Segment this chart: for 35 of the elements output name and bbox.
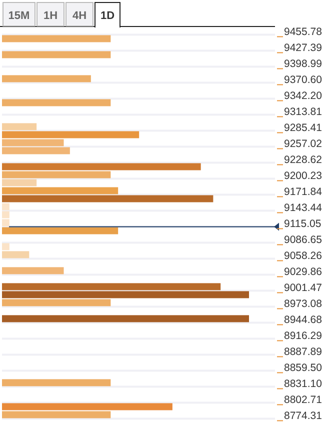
y-tick-label: 9058.26 bbox=[284, 250, 322, 262]
y-tick-label: 9086.65 bbox=[284, 234, 322, 246]
y-tick-label: 8774.31 bbox=[284, 410, 322, 422]
y-tick-label: 8973.08 bbox=[284, 298, 322, 310]
text: 15M bbox=[8, 10, 30, 22]
y-tick-label: 9370.60 bbox=[284, 74, 322, 86]
bar bbox=[2, 243, 10, 250]
y-tick-label: 9342.20 bbox=[284, 90, 322, 102]
y-tick-label: 9171.84 bbox=[284, 186, 322, 198]
y-tick-label: 9285.41 bbox=[284, 122, 322, 134]
text: 4H bbox=[72, 10, 87, 22]
y-tick-label: 9143.44 bbox=[284, 202, 322, 214]
bar bbox=[2, 179, 37, 186]
y-tick-label: 9115.05 bbox=[284, 218, 322, 230]
y-tick-label: 9427.39 bbox=[284, 42, 322, 54]
y-tick-label: 8859.50 bbox=[284, 362, 322, 374]
y-tick-label: 9313.81 bbox=[284, 106, 322, 118]
y-tick-label: 9029.86 bbox=[284, 266, 322, 278]
y-tick-label: 9398.99 bbox=[284, 58, 322, 70]
bar bbox=[2, 123, 37, 130]
y-tick-label: 9001.47 bbox=[284, 282, 322, 294]
y-tick-label: 8887.89 bbox=[284, 346, 322, 358]
bar bbox=[2, 267, 64, 274]
bar bbox=[2, 75, 91, 82]
y-tick-label: 8944.68 bbox=[284, 314, 322, 326]
y-tick-label: 8916.29 bbox=[284, 330, 322, 342]
text: 1H bbox=[43, 10, 58, 22]
text: 1D bbox=[100, 10, 115, 22]
y-tick-label: 9257.02 bbox=[284, 138, 322, 150]
y-tick-label: 9200.23 bbox=[284, 170, 322, 182]
bar bbox=[2, 251, 30, 258]
y-tick-label: 8831.10 bbox=[284, 378, 322, 390]
y-tick-label: 9228.62 bbox=[284, 154, 322, 166]
y-tick-label: 8802.71 bbox=[284, 394, 322, 406]
y-tick-label: 9455.78 bbox=[284, 26, 322, 38]
